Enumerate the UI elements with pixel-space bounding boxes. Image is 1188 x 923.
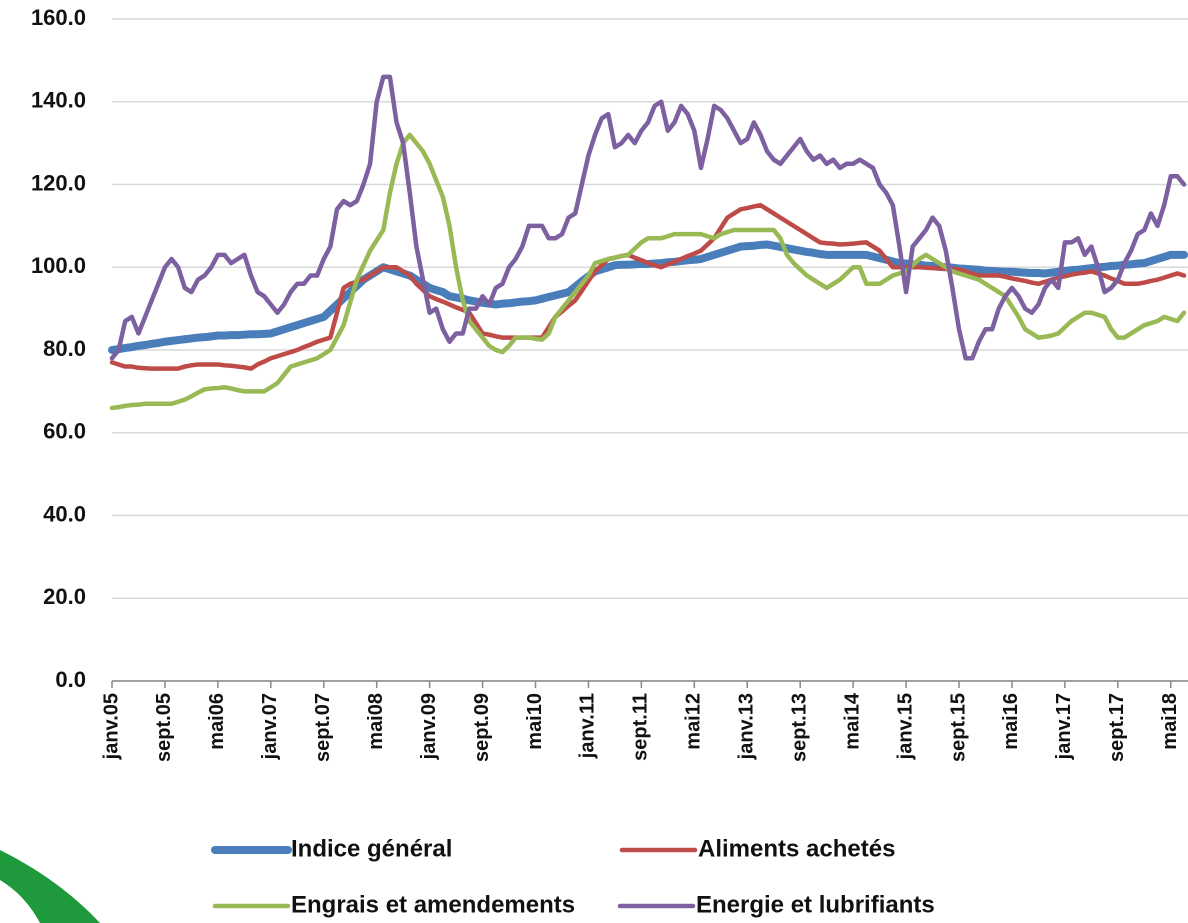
y-tick-label: 140.0	[31, 88, 86, 113]
x-tick-label: sept.05	[153, 693, 175, 762]
x-tick-label: sept.15	[947, 693, 969, 762]
y-tick-label: 80.0	[43, 336, 86, 361]
x-tick-label: sept.07	[312, 693, 334, 762]
series-line	[112, 205, 1184, 368]
x-tick-label: sept.13	[788, 693, 810, 762]
x-tick-label: janv.13	[736, 693, 758, 760]
x-tick-label: janv.11	[577, 693, 599, 759]
x-tick-label: mai16	[1000, 693, 1022, 750]
x-tick-label: janv.17	[1053, 693, 1075, 760]
x-tick-label: janv.15	[894, 693, 916, 760]
x-tick-label: mai14	[841, 692, 863, 750]
y-tick-label: 60.0	[43, 419, 86, 444]
y-tick-label: 100.0	[31, 253, 86, 278]
y-tick-label: 120.0	[31, 170, 86, 195]
series-line	[112, 77, 1184, 358]
x-tick-label: janv.07	[259, 693, 281, 760]
x-tick-label: mai10	[524, 693, 546, 750]
x-tick-label: mai06	[206, 693, 228, 750]
y-tick-label: 20.0	[43, 584, 86, 609]
y-tick-label: 40.0	[43, 501, 86, 526]
x-tick-label: sept.09	[471, 693, 493, 762]
x-tick-label: janv.05	[100, 693, 122, 760]
x-tick-label: sept.17	[1106, 693, 1128, 762]
x-tick-label: mai18	[1159, 693, 1181, 750]
legend-label: Engrais et amendements	[291, 891, 575, 918]
series-line	[112, 244, 1184, 350]
y-tick-label: 0.0	[55, 667, 86, 692]
x-tick-label: mai12	[683, 693, 705, 750]
x-tick-label: janv.09	[418, 693, 440, 760]
legend-label: Indice général	[291, 835, 452, 862]
x-tick-label: mai08	[365, 693, 387, 750]
chart: 0.0 20.0 40.0 60.0 80.0 100.0 120.0 140.0 160.0 j…	[0, 0, 1188, 923]
legend-label: Energie et lubrifiants	[696, 891, 935, 918]
y-tick-label: 160.0	[31, 5, 86, 30]
x-tick-label: sept.11	[630, 693, 652, 761]
legend-label: Aliments achetés	[698, 835, 895, 862]
